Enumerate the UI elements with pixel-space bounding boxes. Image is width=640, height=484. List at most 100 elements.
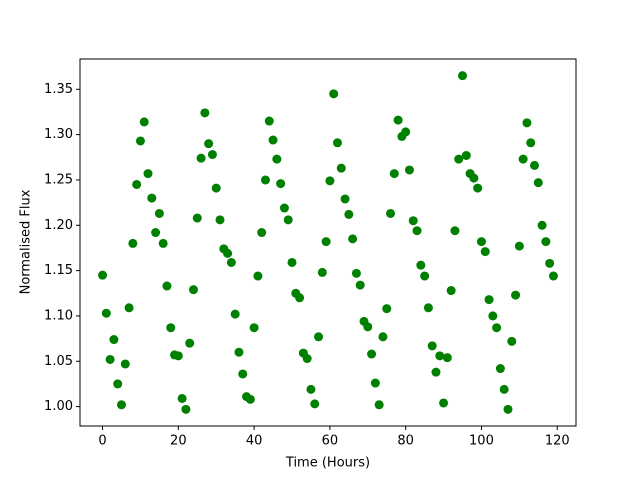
point xyxy=(412,226,422,236)
x-tick-label: 20 xyxy=(170,434,187,449)
y-tick-label: 1.30 xyxy=(44,127,73,142)
point xyxy=(177,393,187,403)
point xyxy=(458,71,468,81)
point xyxy=(200,108,210,118)
point xyxy=(408,216,418,226)
point xyxy=(469,173,479,183)
point xyxy=(283,215,293,225)
point xyxy=(98,270,108,280)
point xyxy=(530,160,540,170)
point xyxy=(113,379,123,389)
point xyxy=(295,293,305,303)
point xyxy=(109,335,119,345)
point xyxy=(367,349,377,359)
plot-frame xyxy=(79,58,577,427)
point xyxy=(253,271,263,281)
point xyxy=(488,311,498,321)
point xyxy=(332,138,342,148)
point xyxy=(427,341,437,351)
point xyxy=(276,179,286,189)
point xyxy=(435,351,445,361)
x-tick-label: 80 xyxy=(397,434,414,449)
point xyxy=(154,208,164,218)
y-axis-label: Normalised Flux xyxy=(19,189,34,294)
point xyxy=(272,154,282,164)
point xyxy=(401,127,411,137)
point xyxy=(492,323,502,333)
point xyxy=(257,228,267,238)
point xyxy=(181,404,191,414)
x-axis-label: Time (Hours) xyxy=(285,456,370,471)
point xyxy=(321,237,331,247)
point xyxy=(351,268,361,278)
point xyxy=(507,336,517,346)
point xyxy=(533,178,543,188)
point xyxy=(548,271,558,281)
point xyxy=(473,183,483,193)
point xyxy=(355,280,365,290)
point xyxy=(306,384,316,394)
point xyxy=(264,116,274,126)
point xyxy=(439,398,449,408)
y-tick-label: 1.25 xyxy=(44,172,73,187)
x-tick-label: 0 xyxy=(98,434,106,449)
point xyxy=(393,115,403,125)
point xyxy=(139,117,149,127)
point xyxy=(234,347,244,357)
point xyxy=(389,169,399,179)
y-tick-label: 1.05 xyxy=(44,354,73,369)
point xyxy=(124,303,134,313)
point xyxy=(238,369,248,379)
point xyxy=(173,351,183,361)
point xyxy=(128,238,138,248)
point xyxy=(514,241,524,251)
point xyxy=(526,138,536,148)
point xyxy=(317,267,327,277)
y-tick-label: 1.15 xyxy=(44,263,73,278)
point xyxy=(143,169,153,179)
point xyxy=(268,135,278,145)
point xyxy=(378,332,388,342)
point xyxy=(249,323,259,333)
point xyxy=(287,257,297,267)
point xyxy=(484,295,494,305)
point xyxy=(545,258,555,268)
point xyxy=(223,248,233,258)
point xyxy=(158,238,168,248)
point xyxy=(461,150,471,160)
x-tick-label: 100 xyxy=(469,434,494,449)
point xyxy=(499,384,509,394)
point xyxy=(476,237,486,247)
point xyxy=(147,193,157,203)
y-tick-label: 1.10 xyxy=(44,308,73,323)
point xyxy=(511,290,521,300)
point xyxy=(325,176,335,186)
point xyxy=(207,150,217,160)
point xyxy=(442,353,452,363)
point xyxy=(196,153,206,163)
point xyxy=(192,213,202,223)
point xyxy=(185,338,195,348)
point xyxy=(495,364,505,374)
point xyxy=(416,260,426,270)
point xyxy=(204,139,214,149)
point xyxy=(151,228,161,238)
x-tick-label: 120 xyxy=(545,434,570,449)
point xyxy=(162,281,172,291)
point xyxy=(279,203,289,213)
point xyxy=(480,247,490,257)
x-tick-label: 60 xyxy=(322,434,339,449)
point xyxy=(386,208,396,218)
point xyxy=(166,323,176,333)
y-tick-label: 1.20 xyxy=(44,218,73,233)
y-tick-label: 1.35 xyxy=(44,82,73,97)
point xyxy=(336,163,346,173)
point xyxy=(226,257,236,267)
point xyxy=(310,399,320,409)
point xyxy=(302,354,312,364)
point xyxy=(370,378,380,388)
point xyxy=(245,394,255,404)
point xyxy=(120,359,130,369)
point xyxy=(105,354,115,364)
